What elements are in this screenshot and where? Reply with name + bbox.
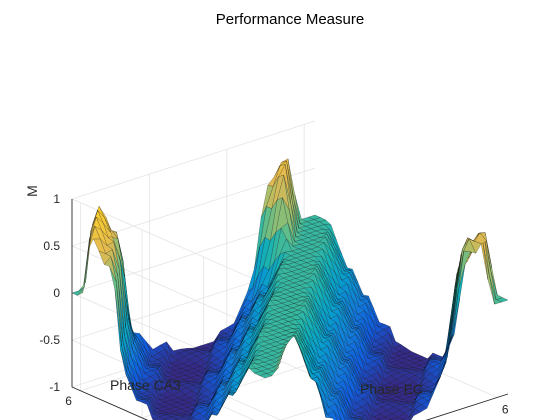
y-tick-label: 6 xyxy=(65,394,72,408)
axis-line xyxy=(71,386,149,420)
surface-plot xyxy=(71,158,509,420)
z-tick-label: 0 xyxy=(53,286,60,300)
surface-patch xyxy=(190,416,193,420)
z-tick-label: 0.5 xyxy=(43,239,60,253)
x-tick-label: 6 xyxy=(502,402,509,416)
tick-labels: 0246024610.50-0.5-1 xyxy=(39,192,509,416)
surface-patch xyxy=(409,415,414,420)
y-axis-label: Phase CA3 xyxy=(110,377,181,393)
axis-line xyxy=(425,393,509,420)
z-tick-label: -0.5 xyxy=(39,333,60,347)
chart-title: Performance Measure xyxy=(216,11,364,28)
x-axis-label: Phase EC xyxy=(360,381,423,397)
surface-patch xyxy=(205,415,209,420)
surface-patch xyxy=(208,412,213,420)
surface-patch xyxy=(71,287,85,296)
z-tick-label: 1 xyxy=(53,192,60,206)
z-tick-label: -1 xyxy=(49,380,60,394)
z-axis-label: M xyxy=(24,185,40,197)
